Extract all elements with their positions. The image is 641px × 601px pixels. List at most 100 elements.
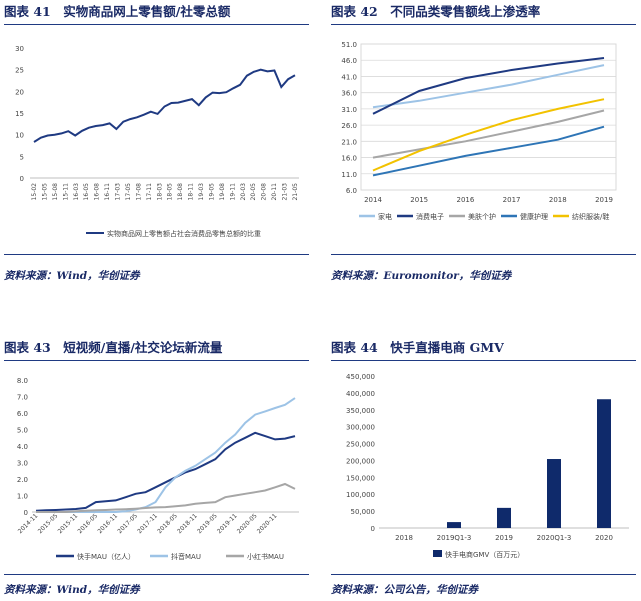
x-tick-label: 17-11 <box>146 183 153 201</box>
x-tick-label: 2016-05 <box>77 512 100 535</box>
x-tick-label: 17-08 <box>135 183 142 201</box>
y-tick-label: 10 <box>15 132 24 140</box>
legend-label: 消费电子 <box>416 212 444 221</box>
x-tick-label: 21-03 <box>282 183 289 201</box>
figure-44-source: 资料来源：公司公告，华创证券 <box>331 584 478 596</box>
y-tick-label: 31.0 <box>341 106 357 114</box>
figure-44-title: 图表 44 快手直播电商 GMV <box>331 340 504 355</box>
series-line-2 <box>36 482 296 513</box>
y-tick-label: 26.0 <box>341 122 357 130</box>
y-tick-label: 250,000 <box>346 441 375 449</box>
bar-2019 <box>497 507 511 528</box>
legend-label: 快手MAU（亿人） <box>77 552 135 561</box>
y-tick-label: 5.0 <box>17 427 28 435</box>
series-line-1 <box>36 397 296 513</box>
x-tick-label: 20-03 <box>240 183 247 201</box>
x-tick-label: 16-11 <box>104 183 111 201</box>
y-tick-label: 200,000 <box>346 457 375 465</box>
figure-43-source: 资料来源：Wind，华创证券 <box>4 584 140 596</box>
x-tick-label: 2017 <box>503 196 521 204</box>
y-tick-label: 20 <box>15 88 24 96</box>
x-tick-label: 2016-11 <box>96 512 119 535</box>
figure-42-bottom-rule <box>331 254 636 255</box>
x-tick-label: 2020 <box>595 534 613 542</box>
y-tick-label: 8.0 <box>17 377 28 385</box>
figure-43-title: 图表 43 短视频/直播/社交论坛新流量 <box>4 340 223 355</box>
y-tick-label: 50,000 <box>351 508 376 516</box>
x-tick-label: 15-05 <box>41 183 48 201</box>
series-line-online-share <box>33 68 296 143</box>
x-tick-label: 2017-11 <box>136 512 159 535</box>
series-line-4 <box>372 98 605 172</box>
x-tick-label: 2019-11 <box>216 512 239 535</box>
y-tick-label: 3.0 <box>17 460 28 468</box>
series-line-3 <box>372 125 605 177</box>
y-tick-label: 300,000 <box>346 424 375 432</box>
x-tick-label: 16-05 <box>83 183 90 201</box>
figure-44-chart: 0 50,000 100,000 150,000 200,000 250,000 300,0… <box>346 373 629 559</box>
y-tick-label: 6.0 <box>346 187 357 195</box>
x-tick-label: 2019-05 <box>196 512 219 535</box>
y-tick-label: 350,000 <box>346 407 375 415</box>
figure-42-title: 图表 42 不同品类零售额线上渗透率 <box>331 4 541 19</box>
figure-44-panel: 图表 44 快手直播电商 GMV 0 50,000 100,000 150,000 20… <box>331 338 636 600</box>
figure-42-panel: 图表 42 不同品类零售额线上渗透率 6.0 11.0 16.0 21.0 26.0 31… <box>331 2 636 292</box>
x-tick-label: 20-11 <box>271 183 278 201</box>
x-tick-label: 2019Q1-3 <box>437 534 472 542</box>
y-tick-label: 46.0 <box>341 57 357 65</box>
figure-41-panel: 图表 41 实物商品网上零售额/社零总额 0 5 10 15 20 25 30 15-02 15… <box>4 2 309 292</box>
y-tick-label: 51.0 <box>341 41 357 49</box>
y-tick-label: 150,000 <box>346 474 375 482</box>
x-tick-label: 2015 <box>410 196 428 204</box>
legend-label: 小红书MAU <box>247 552 284 561</box>
x-tick-label: 18-11 <box>188 183 195 201</box>
series-line-0 <box>372 64 605 109</box>
x-tick-label: 2020Q1-3 <box>537 534 572 542</box>
legend-label: 实物商品网上零售额占社会消费品零售总额的比重 <box>107 229 261 238</box>
figure-43-rule <box>4 360 309 361</box>
y-tick-label: 1.0 <box>17 493 28 501</box>
x-tick-label: 19-05 <box>208 183 215 201</box>
figure-41-bottom-rule <box>4 254 309 255</box>
y-tick-label: 41.0 <box>341 73 357 81</box>
y-tick-label: 16.0 <box>341 155 357 163</box>
bar-2020Q1-3 <box>547 459 561 528</box>
x-tick-label: 2018 <box>549 196 567 204</box>
x-tick-label: 20-08 <box>261 183 268 201</box>
figure-42-source: 资料来源：Euromonitor，华创证券 <box>331 270 512 282</box>
x-tick-label: 2019 <box>595 196 613 204</box>
x-tick-label: 2020-05 <box>236 512 259 535</box>
x-tick-label: 2015-05 <box>37 512 60 535</box>
figure-43-panel: 图表 43 短视频/直播/社交论坛新流量 0 1.0 2.0 3.0 4.0 5.0 6.0… <box>4 338 309 600</box>
x-tick-label: 2020-11 <box>256 512 279 535</box>
x-tick-label: 2019 <box>495 534 513 542</box>
x-tick-label: 2018-05 <box>156 512 179 535</box>
legend-swatch <box>433 550 442 557</box>
y-tick-label: 0 <box>20 175 24 183</box>
legend-label: 家电 <box>378 212 392 221</box>
x-tick-label: 16-03 <box>73 183 80 201</box>
y-tick-label: 7.0 <box>17 394 28 402</box>
x-tick-label: 2016 <box>456 196 474 204</box>
x-tick-label: 2018-11 <box>176 512 199 535</box>
series-line-1 <box>372 57 605 115</box>
x-tick-label: 19-03 <box>198 183 205 201</box>
x-tick-label: 19-08 <box>219 183 226 201</box>
y-tick-label: 21.0 <box>341 138 357 146</box>
x-tick-label: 18-08 <box>177 183 184 201</box>
x-tick-label: 15-08 <box>52 183 59 201</box>
x-tick-label: 2017-05 <box>116 512 139 535</box>
y-tick-label: 450,000 <box>346 373 375 381</box>
y-tick-label: 100,000 <box>346 491 375 499</box>
figure-43-bottom-rule <box>4 574 309 575</box>
x-tick-label: 2018 <box>395 534 413 542</box>
figure-44-rule <box>331 360 636 361</box>
legend-label: 健康护理 <box>520 212 548 221</box>
y-tick-label: 15 <box>15 110 24 118</box>
y-tick-label: 6.0 <box>17 410 28 418</box>
series-line-2 <box>372 109 605 159</box>
y-tick-label: 400,000 <box>346 390 375 398</box>
y-tick-label: 0 <box>371 525 375 533</box>
figure-41-title: 图表 41 实物商品网上零售额/社零总额 <box>4 4 231 19</box>
